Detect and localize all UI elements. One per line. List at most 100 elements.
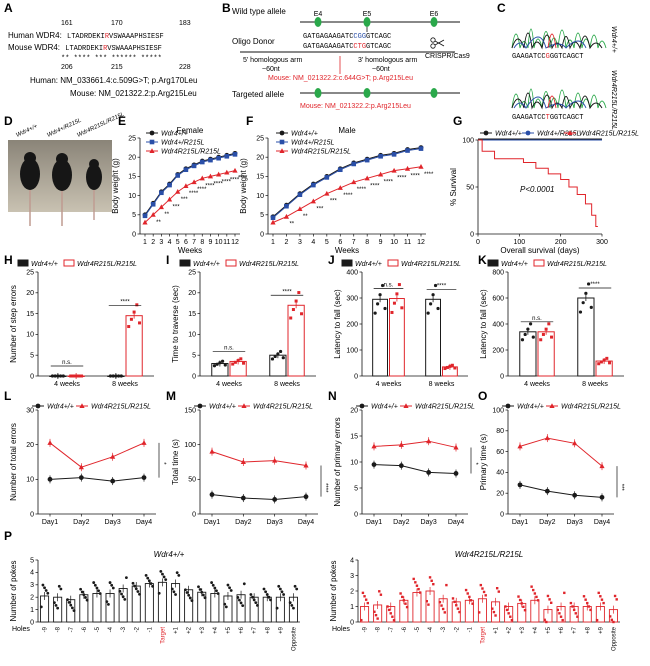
data-dot [440, 604, 443, 607]
legend-marker [279, 139, 285, 145]
series-line [49, 442, 145, 468]
x-category-label: 8 weeks [429, 381, 455, 388]
y-tick-label: 100 [492, 407, 504, 414]
data-dot [535, 595, 538, 599]
x-category-label: -4 [108, 626, 114, 632]
data-dot [124, 576, 128, 580]
y-tick-label: 20 [128, 155, 136, 162]
sig-label: **** [437, 283, 447, 289]
chart-title: Female [177, 126, 204, 135]
panel-letter-p: P [4, 529, 12, 543]
chart-g: 0 50 100 % Survival 0 100 200 300 Overall surviv… [449, 130, 639, 255]
data-dot [249, 593, 253, 596]
data-dot [252, 598, 256, 602]
data-dot [228, 586, 231, 590]
data-dot [428, 576, 432, 579]
data-dot [443, 367, 447, 371]
sig-star: ** [289, 222, 294, 228]
mouse-variant: Mouse: NM_021322.2:p.Arg215Leu [70, 89, 197, 98]
legend-marker [149, 139, 155, 145]
x-category-label: Day2 [73, 519, 89, 526]
legend-entry: Wdr4+/+ [291, 131, 318, 138]
data-dot [417, 587, 420, 591]
data-point [199, 175, 205, 181]
data-dot [366, 601, 369, 605]
data-dot [44, 589, 48, 592]
data-dot [450, 363, 454, 367]
human-seq-post: VSWAAAPHSIESF [109, 33, 164, 41]
x-category-label: Day2 [235, 519, 251, 526]
data-point [364, 157, 370, 163]
y-tick-label: 0 [30, 373, 34, 380]
bar [412, 592, 422, 623]
data-point [272, 497, 278, 502]
data-dot [533, 592, 537, 595]
data-dot [201, 593, 205, 597]
y-axis-label: Latency to fall (sec) [333, 289, 342, 359]
legend-swatch [63, 259, 75, 267]
data-dot [509, 615, 512, 618]
data-dot [373, 610, 376, 613]
x-category-label: Target [160, 627, 166, 644]
bar [425, 298, 442, 377]
y-tick-label: 25 [26, 269, 34, 276]
data-dot [211, 583, 215, 587]
x-category-label: +1 [174, 626, 180, 634]
data-dot [561, 618, 564, 622]
chart-i: 0 5 10 15 20 25 Time to traverse (sec) 4 weeks n… [171, 259, 316, 388]
y-tick-label: 15 [188, 311, 196, 318]
legend-entry: Wdr4+/+ [501, 261, 528, 268]
series-line [211, 451, 307, 466]
data-dot [390, 310, 394, 314]
data-dot [275, 606, 279, 610]
data-point [398, 463, 404, 469]
data-point [78, 475, 84, 480]
y-tick-label: 20 [350, 407, 358, 414]
x-tick-label: 11 [404, 239, 411, 246]
data-dot [548, 598, 551, 601]
sig-star: **** [213, 181, 223, 187]
x-category-label: -6 [82, 626, 88, 632]
legend-entry: Wdr4R215L/R215L [77, 261, 137, 268]
legend-marker [549, 403, 555, 408]
bar [287, 304, 305, 377]
panel-b: Wild type allele E4 E5 E6 Oligo Donor GA… [232, 7, 470, 110]
legend-marker [241, 403, 247, 408]
pos-top-3: 183 [179, 20, 191, 27]
sig-star: *** [181, 197, 189, 203]
data-point [224, 169, 230, 175]
data-dot [255, 603, 259, 607]
data-dot [294, 299, 298, 303]
sig-star: ** [303, 214, 308, 220]
x-category-label: +9 [598, 626, 604, 634]
data-dot [84, 596, 87, 599]
series-1 [47, 438, 147, 472]
donor-seq-bottom-pre: GATGAGAAGATC [303, 43, 353, 51]
sig-star: *** [330, 199, 338, 205]
chart-k: 0 200 400 600 800 Latency to fall (sec) 4 week… [479, 259, 624, 388]
data-dot [507, 612, 510, 615]
data-dot [197, 585, 200, 589]
mouse-seq-line: Mouse WDR4: LTADRDEKIRVSWAAAPHSIESF [8, 43, 162, 53]
data-dot [79, 587, 83, 591]
conservation-stars: ** **** *** ****** ***** [61, 55, 162, 63]
data-dot [597, 591, 600, 595]
series-1 [209, 447, 309, 470]
sig-star: **** [238, 176, 248, 182]
data-dot [177, 573, 181, 577]
sig-star: **** [205, 183, 215, 189]
data-point [310, 198, 316, 204]
data-dot [378, 590, 381, 593]
data-dot [373, 311, 377, 315]
y-tick-label: 50 [188, 477, 196, 484]
x-category-label: +8 [265, 626, 271, 634]
bar [105, 593, 115, 623]
panel-letter-f: F [246, 114, 253, 128]
data-dot [453, 366, 457, 370]
sig-label: **** [590, 282, 600, 288]
legend-entry: Wdr4+/R215L [161, 140, 204, 147]
data-dot [520, 602, 523, 605]
data-dot [412, 577, 415, 581]
data-dot [609, 615, 612, 618]
